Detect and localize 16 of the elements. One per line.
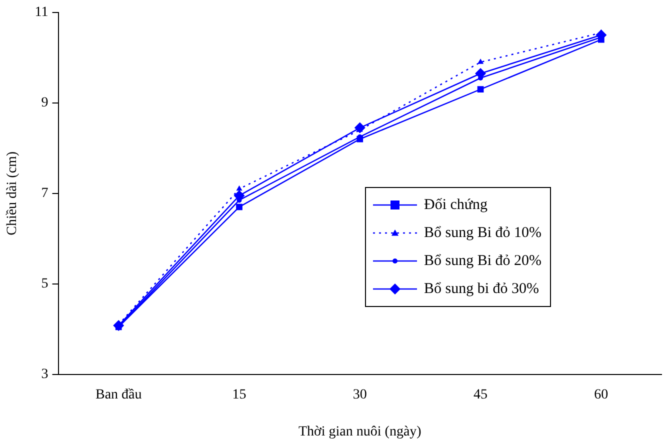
y-tick-label: 9	[41, 96, 48, 111]
legend-label: Bổ sung Bi đỏ 20%	[424, 252, 542, 270]
x-tick-label: Ban đầu	[95, 387, 142, 402]
x-axis-title: Thời gian nuôi (ngày)	[298, 424, 422, 440]
x-tick-label: 30	[352, 387, 367, 402]
legend-label: Bổ sung Bi đỏ 10%	[424, 224, 542, 242]
y-tick-label: 7	[41, 186, 48, 202]
y-tick-label: 3	[41, 367, 48, 382]
y-tick-label: 5	[41, 276, 48, 292]
x-tick-label: 45	[474, 387, 488, 402]
legend-label: Đối chứng	[424, 196, 488, 214]
y-tick-label: 11	[34, 5, 48, 20]
legend-label: Bổ sung bi đỏ 30%	[424, 280, 540, 298]
x-tick-label: 60	[594, 387, 608, 402]
x-tick-label: 15	[232, 387, 246, 402]
y-axis-title: Chiều dài (cm)	[5, 151, 20, 236]
